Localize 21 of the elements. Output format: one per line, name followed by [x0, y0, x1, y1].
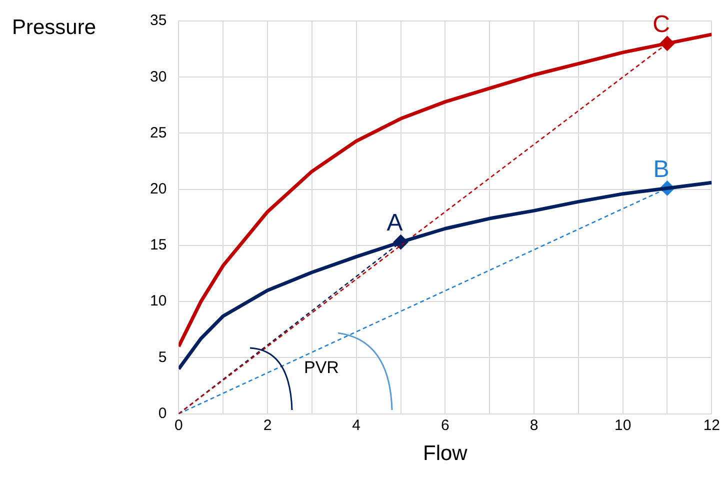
- x-tick-label: 6: [441, 416, 450, 434]
- y-tick-label: 15: [150, 236, 167, 254]
- x-tick-label: 2: [263, 416, 272, 434]
- series-label: A: [386, 210, 403, 237]
- x-tick-label: 4: [352, 416, 361, 434]
- y-tick-label: 30: [150, 68, 167, 86]
- x-tick-label: 8: [530, 416, 538, 434]
- y-tick-label: 5: [158, 348, 167, 366]
- y-tick-label: 0: [158, 404, 167, 422]
- x-tick-label: 0: [174, 416, 183, 434]
- annotation: PVR: [304, 358, 339, 378]
- series-label: B: [653, 156, 670, 183]
- y-tick-label: 35: [150, 12, 167, 30]
- y-tick-label: 20: [150, 180, 167, 198]
- x-axis-title: Flow: [423, 442, 468, 466]
- y-tick-label: 10: [150, 292, 167, 310]
- series-label: C: [652, 11, 670, 38]
- y-tick-label: 25: [150, 124, 167, 142]
- y-axis-title: Pressure: [12, 16, 96, 40]
- x-tick-label: 12: [703, 416, 720, 434]
- x-tick-label: 10: [614, 416, 632, 434]
